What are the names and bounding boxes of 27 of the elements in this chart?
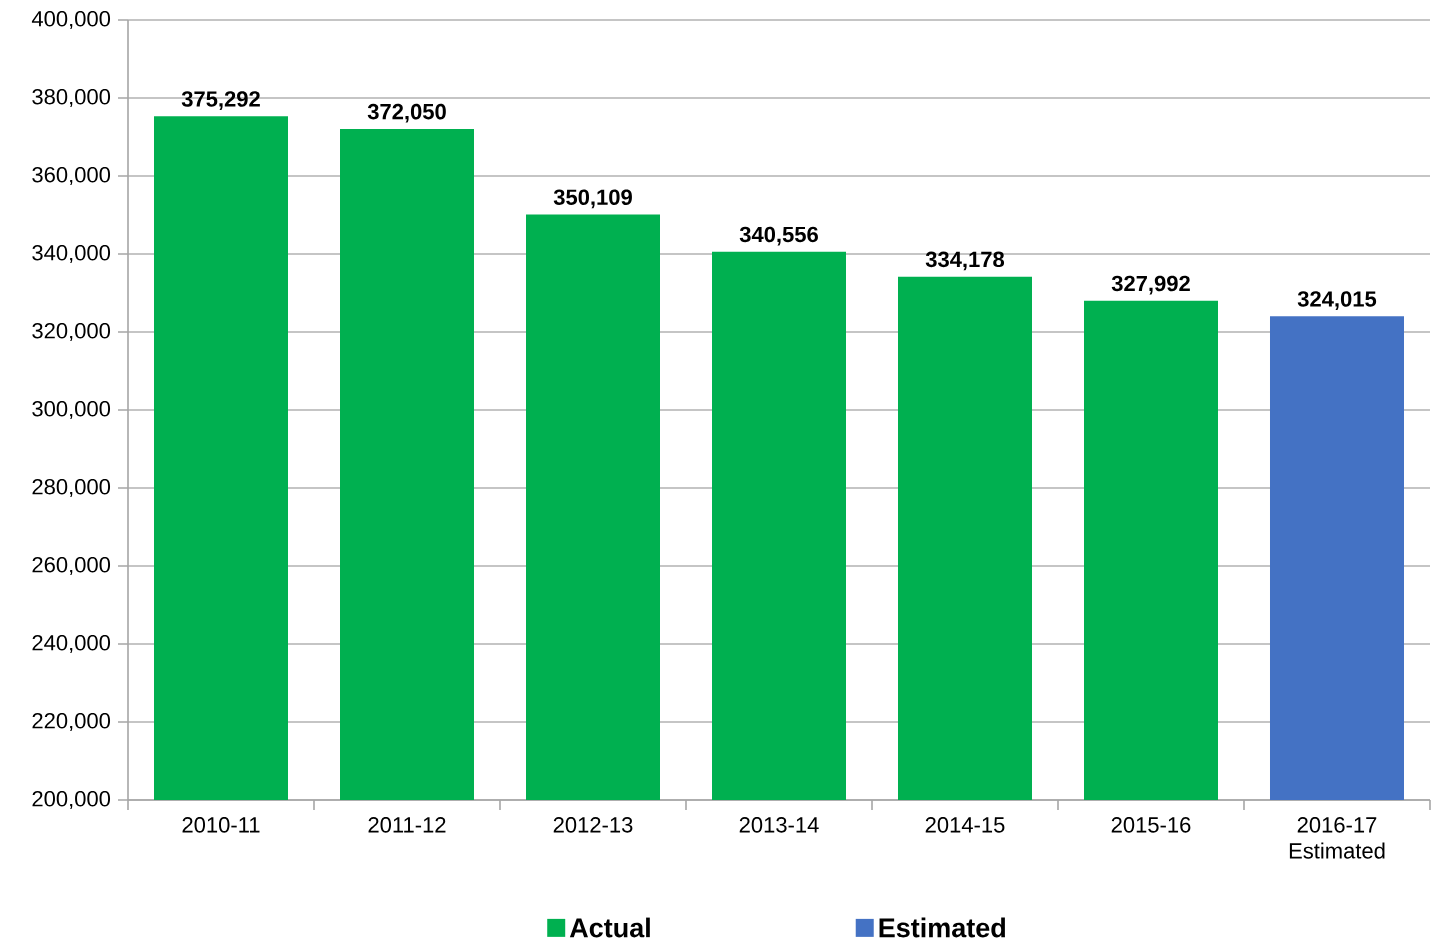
data-label: 327,992 [1111, 275, 1190, 295]
data-label: 324,015 [1297, 291, 1377, 310]
y-tick-label: 200,000 [32, 790, 111, 810]
y-tick-label: 280,000 [32, 478, 111, 498]
y-tick-label: 400,000 [31, 10, 111, 30]
y-tick-label: 380,000 [32, 88, 111, 108]
x-tick-label: 2015-16 [1111, 817, 1191, 833]
data-label: 340,556 [739, 226, 818, 246]
x-tick-label: 2016-17 Estimated [1289, 817, 1385, 859]
x-tick-label: 2011-12 [368, 817, 446, 833]
x-tick-label: 2010-11 [182, 817, 260, 833]
data-label: 334,178 [925, 251, 1005, 271]
data-label: 372,050 [367, 103, 446, 123]
legend-label: Actual [569, 917, 650, 938]
x-tick-label: 2014-15 [925, 817, 1005, 833]
y-tick-label: 260,000 [32, 556, 111, 576]
data-label: 350,109 [553, 189, 632, 209]
y-tick-label: 300,000 [32, 400, 111, 420]
legend-label: Estimated [879, 917, 1005, 938]
x-tick-label: 2013-14 [739, 817, 819, 833]
y-tick-label: 240,000 [32, 634, 111, 654]
y-tick-label: 340,000 [32, 244, 111, 264]
data-label: 375,292 [181, 91, 260, 110]
y-tick-label: 220,000 [32, 712, 111, 732]
y-tick-label: 360,000 [32, 166, 111, 186]
y-tick-label: 320,000 [32, 322, 111, 342]
x-tick-label: 2012-13 [553, 817, 633, 833]
